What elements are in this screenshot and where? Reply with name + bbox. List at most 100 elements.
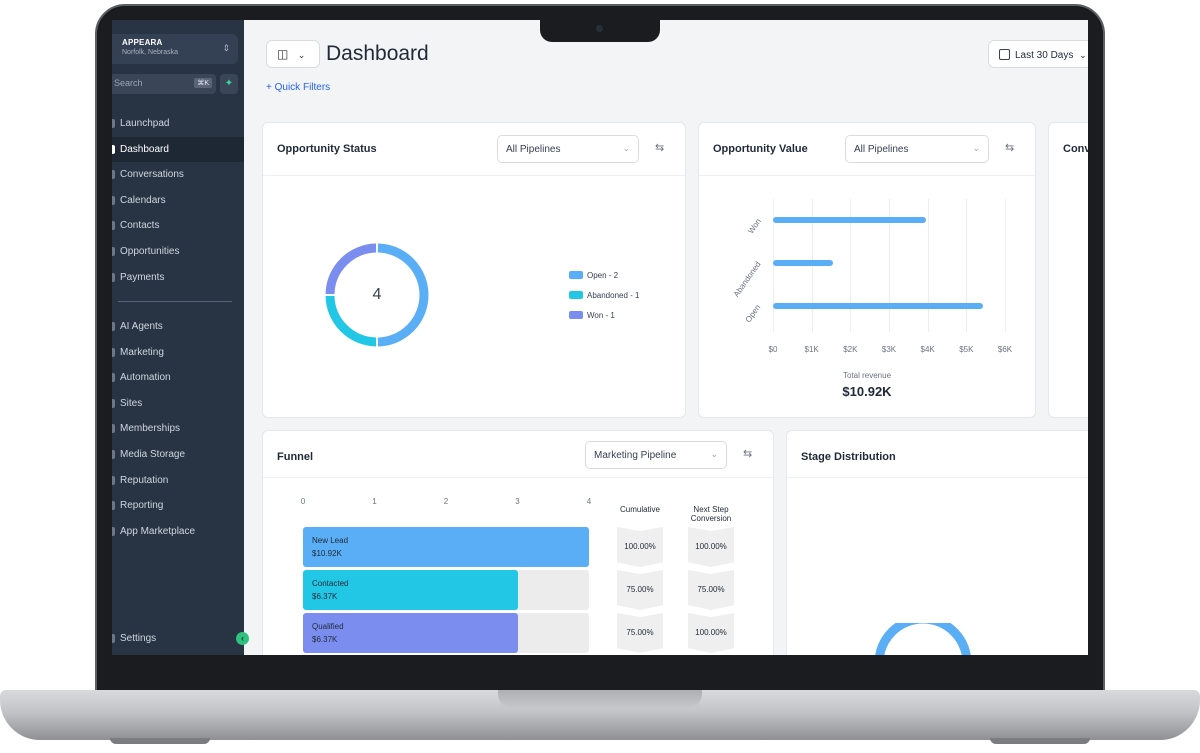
bar-abandoned xyxy=(773,260,833,266)
sidebar-item-dashboard[interactable]: Dashboard xyxy=(112,136,244,163)
sidebar-item-sites[interactable]: Sites xyxy=(112,391,244,417)
x-tick-label: 0 xyxy=(300,497,306,506)
pipeline-select-value: Marketing Pipeline xyxy=(594,450,677,461)
y-category-label: Won xyxy=(745,216,763,236)
filter-settings-icon[interactable]: ⇆ xyxy=(1005,142,1015,154)
gridline xyxy=(889,199,890,332)
sidebar-item-label: Media Storage xyxy=(120,448,186,460)
cumulative-cell: 75.00% xyxy=(617,570,663,610)
chevron-updown-icon: ⇕ xyxy=(222,43,230,53)
sidebar-item-label: Sites xyxy=(120,397,143,409)
sidebar-item-label: Automation xyxy=(120,372,171,384)
sidebar-item-label: Payments xyxy=(120,271,165,283)
sidebar-divider xyxy=(118,301,232,302)
opportunity-status-donut xyxy=(325,243,429,347)
legend-label: Won - 1 xyxy=(587,311,615,320)
nav-icon xyxy=(112,526,115,536)
nav-icon xyxy=(112,501,115,511)
sidebar-item-marketing[interactable]: Marketing xyxy=(112,340,244,366)
sidebar-item-label: App Marketplace xyxy=(120,525,196,537)
funnel-card: Funnel Marketing Pipeline ⌄ ⇆ Cumulative… xyxy=(262,430,774,655)
funnel-bar-new-lead[interactable]: New Lead $10.92K xyxy=(303,527,589,567)
donut-total: 4 xyxy=(372,286,382,303)
calendar-icon xyxy=(999,49,1010,60)
sidebar-item-label: Launchpad xyxy=(120,118,170,129)
funnel-stage-name: New Lead xyxy=(312,536,349,545)
filter-settings-icon[interactable]: ⇆ xyxy=(655,142,665,154)
laptop-opening-notch xyxy=(498,690,702,708)
sidebar-item-label: Calendars xyxy=(120,194,166,206)
filter-settings-icon[interactable]: ⇆ xyxy=(743,448,753,460)
sidebar-item-reputation[interactable]: Reputation xyxy=(112,468,244,494)
card-title: Funnel xyxy=(277,451,314,463)
sidebar-item-settings[interactable]: Settings xyxy=(112,626,244,652)
search-input[interactable]: Search ⌘K xyxy=(112,74,216,94)
sidebar-item-ai-agents[interactable]: AI Agents xyxy=(112,314,244,340)
sidebar-item-media-storage[interactable]: Media Storage xyxy=(112,442,244,468)
sidebar-item-calendars[interactable]: Calendars xyxy=(112,188,244,214)
chevron-down-icon: ⌄ xyxy=(622,143,630,153)
gridline xyxy=(966,199,968,332)
next-step-conversion-cell: 75.00% xyxy=(688,570,734,610)
cumulative-cell: 100.00% xyxy=(617,527,663,567)
gridline xyxy=(850,199,852,332)
sidebar-item-conversations[interactable]: Conversations xyxy=(112,162,244,188)
card-divider xyxy=(699,175,1035,176)
quick-filters-button[interactable]: + Quick Filters xyxy=(266,82,331,93)
sidebar-item-label: Settings xyxy=(120,633,157,644)
funnel-bar-contacted[interactable]: Contacted $6.37K xyxy=(303,570,518,610)
pipeline-select[interactable]: All Pipelines ⌄ xyxy=(845,135,989,163)
chevron-down-icon: ⌄ xyxy=(1079,50,1087,60)
sidebar-item-contacts[interactable]: Contacts xyxy=(112,213,244,239)
donut-arc xyxy=(875,623,971,655)
account-switcher[interactable]: APPEARA Norfolk, Nebraska ⇕ xyxy=(112,34,238,64)
ai-spark-button[interactable]: ✦ xyxy=(220,74,238,94)
sidebar-item-opportunities[interactable]: Opportunities xyxy=(112,239,244,265)
sidebar-item-automation[interactable]: Automation xyxy=(112,365,244,391)
legend-label: Open - 2 xyxy=(587,271,619,280)
x-tick-label: 2 xyxy=(443,497,449,506)
nav-primary: Launchpad Dashboard Conversations Calendars… xyxy=(112,111,244,290)
funnel-bar-qualified[interactable]: Qualified $6.37K xyxy=(303,613,518,653)
x-tick-label: 1 xyxy=(372,497,377,506)
x-tick-label: $1K xyxy=(804,345,819,354)
sidebar-item-memberships[interactable]: Memberships xyxy=(112,416,244,442)
x-tick-label: 3 xyxy=(515,497,520,506)
card-title: Opportunity Value xyxy=(713,143,808,155)
sidebar-item-payments[interactable]: Payments xyxy=(112,265,244,291)
view-toggle-button[interactable]: ◫ ⌄ xyxy=(266,40,320,68)
pipeline-select-value: All Pipelines xyxy=(854,144,909,155)
collapse-sidebar-button[interactable]: ‹ xyxy=(236,632,249,645)
legend-swatch xyxy=(569,271,583,279)
card-divider xyxy=(787,477,1088,478)
cumulative-header: Cumulative xyxy=(619,505,660,514)
laptop-foot xyxy=(990,738,1090,744)
camera-icon xyxy=(596,25,603,32)
nav-icon xyxy=(112,475,115,485)
nav-icon xyxy=(112,119,115,128)
funnel-stage-name: Qualified xyxy=(312,622,344,631)
pipeline-select[interactable]: Marketing Pipeline ⌄ xyxy=(585,441,727,469)
sidebar-item-app-marketplace[interactable]: App Marketplace xyxy=(112,519,244,545)
sidebar-item-launchpad[interactable]: Launchpad xyxy=(112,111,244,137)
sidebar-item-label: Marketing xyxy=(120,346,164,358)
sidebar-item-label: Memberships xyxy=(120,423,181,435)
legend-item: Abandoned - 1 xyxy=(569,291,640,300)
pipeline-select[interactable]: All Pipelines ⌄ xyxy=(497,135,639,163)
card-divider xyxy=(263,175,685,176)
date-range-button[interactable]: Last 30 Days ⌄ xyxy=(988,40,1088,68)
sidebar-item-reporting[interactable]: Reporting xyxy=(112,493,244,519)
nav-icon xyxy=(112,347,115,357)
x-tick-label: $2K xyxy=(843,345,858,354)
y-category-label: Abandoned xyxy=(731,259,763,299)
sidebar-item-label: Contacts xyxy=(120,220,160,232)
y-category-label: Open xyxy=(744,302,763,325)
chevron-down-icon: ⌄ xyxy=(297,50,306,60)
next-step-header-line: Conversion xyxy=(690,514,732,523)
x-tick-label: $4K xyxy=(920,345,935,354)
sidebar-item-label: AI Agents xyxy=(120,321,163,332)
account-location: Norfolk, Nebraska xyxy=(122,49,179,56)
donut-slice-won xyxy=(325,243,377,295)
account-name: APPEARA xyxy=(122,38,163,47)
main-content: ◫ ⌄ Dashboard + Quick Filters Last 30 Da… xyxy=(244,20,1088,655)
